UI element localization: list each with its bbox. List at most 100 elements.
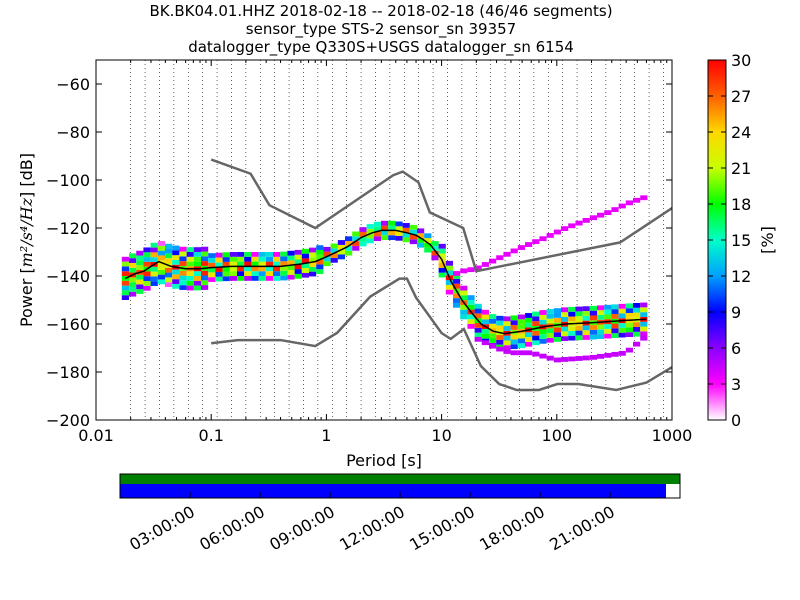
psd-cell (618, 332, 626, 338)
psd-cell (186, 261, 194, 267)
psd-cell (438, 263, 446, 268)
psd-cell (309, 271, 317, 277)
psd-cell (208, 262, 216, 268)
psd-cell (165, 277, 173, 283)
chart-title-line-3: datalogger_type Q330S+USGS datalogger_sn… (188, 38, 574, 57)
psd-cell (618, 350, 626, 356)
psd-cell (424, 233, 432, 239)
psd-cell (618, 308, 626, 314)
psd-cell (625, 308, 634, 314)
psd-cell (301, 248, 310, 254)
psd-cell (525, 341, 533, 347)
psd-cell (618, 323, 626, 328)
psd-cell (402, 223, 410, 228)
psd-cell (640, 195, 648, 201)
psd-cell (625, 332, 634, 338)
psd-cell (280, 261, 288, 267)
colorbar-label: [%] (758, 226, 777, 254)
psd-cell (640, 321, 648, 327)
time-coverage-bar: 03:00:0006:00:0009:00:0012:00:0015:00:00… (119, 473, 681, 554)
psd-cell (121, 280, 130, 286)
psd-cell (460, 290, 468, 296)
psd-cell (438, 272, 446, 278)
psd-cell (525, 332, 533, 338)
psd-cell (165, 272, 173, 278)
psd-cell (525, 350, 533, 356)
psd-cell (316, 245, 324, 251)
psd-cell (265, 256, 274, 262)
psd-cell (553, 357, 562, 363)
psd-cell (546, 328, 554, 334)
psd-cell (597, 212, 605, 218)
psd-cell (496, 315, 504, 321)
psd-cell (467, 267, 475, 273)
psd-cell (489, 343, 497, 349)
psd-cell (553, 317, 562, 323)
psd-cell (582, 355, 590, 361)
psd-cell (568, 326, 576, 331)
psd-cell (424, 247, 432, 253)
psd-cell (445, 270, 454, 276)
psd-cell (222, 257, 230, 262)
psd-cell (532, 351, 540, 357)
psd-cell (157, 274, 166, 280)
psd-cell (136, 279, 144, 285)
time-tick-label: 12:00:00 (336, 502, 408, 554)
psd-cell (129, 291, 137, 297)
psd-cell (510, 325, 518, 330)
psd-cell (201, 270, 209, 276)
psd-cell (186, 252, 194, 257)
psd-cell (143, 257, 151, 262)
psd-cell (589, 310, 598, 316)
psd-cell (409, 234, 418, 240)
psd-cell (251, 252, 259, 257)
psd-cell (395, 235, 403, 241)
psd-cell (186, 271, 194, 276)
psd-cell (258, 252, 266, 257)
psd-cell (474, 323, 482, 328)
psd-cell (625, 313, 634, 318)
psd-cell (532, 239, 540, 245)
psd-cell (352, 241, 360, 246)
psd-cell (525, 317, 533, 323)
psd-cell (517, 343, 526, 349)
psd-cell (618, 313, 626, 319)
psd-cell (431, 250, 439, 256)
psd-cell (640, 331, 648, 337)
psd-cell (179, 280, 187, 286)
psd-cell (337, 249, 346, 255)
psd-cell (633, 302, 641, 308)
psd-cell (582, 306, 590, 312)
psd-cell (143, 281, 151, 286)
psd-cell (546, 337, 554, 343)
psd-cell (417, 242, 425, 248)
time-tick-label: 15:00:00 (406, 502, 478, 554)
psd-cell (582, 315, 590, 321)
psd-cell (553, 313, 562, 318)
y-tick-label: −120 (46, 219, 90, 238)
psd-cell (445, 260, 454, 266)
psd-cell (244, 266, 252, 272)
psd-cell (273, 276, 281, 281)
psd-cell (201, 285, 209, 290)
psd-cell (496, 325, 504, 331)
psd-cell (237, 271, 245, 276)
psd-cell (301, 272, 310, 278)
psd-cell (561, 226, 569, 232)
psd-cell (453, 271, 461, 276)
psd-cell (604, 314, 612, 320)
psd-cell (510, 350, 518, 356)
psd-cell (287, 265, 295, 270)
psd-cell (474, 332, 482, 338)
psd-cell (136, 260, 144, 266)
psd-cell (366, 233, 374, 239)
psd-cell (553, 332, 562, 338)
psd-cell (193, 261, 202, 267)
psd-cell (301, 258, 310, 264)
psd-cell (453, 274, 461, 279)
psd-cell (453, 302, 461, 308)
x-tick-label: 10 (431, 426, 451, 445)
psd-cell (604, 352, 612, 358)
psd-cell (453, 278, 461, 284)
time-tick-label: 21:00:00 (546, 502, 618, 554)
